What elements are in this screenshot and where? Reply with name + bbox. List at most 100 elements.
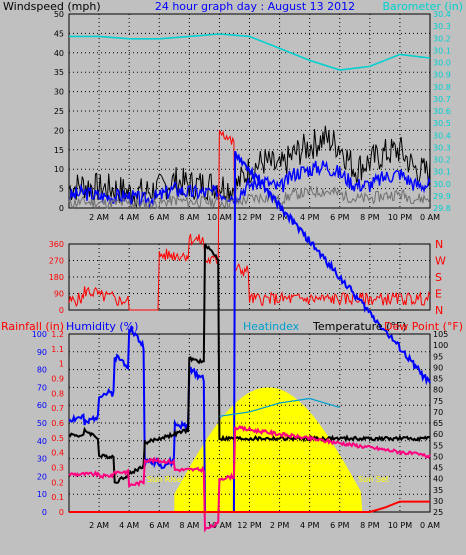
sunset-label: Sun Set: [358, 475, 389, 484]
wind-tick-label: 45: [54, 29, 64, 38]
rain-tick-label: 0.9: [51, 375, 64, 384]
barometer-line: [69, 33, 431, 71]
direction-tick-label: 270: [49, 257, 64, 266]
chart-title: 24 hour graph day : August 13 2012: [155, 0, 355, 13]
x-tick-label: 4 PM: [300, 213, 319, 222]
x-tick-label: 10 AM: [207, 521, 232, 530]
temp-tick-label: 45: [433, 464, 443, 473]
rain-tick-label: 0.5: [51, 434, 64, 443]
humidity-tick-label: 50: [37, 419, 47, 428]
wind-direction-line: [68, 129, 431, 311]
rain-tick-label: 0.4: [51, 449, 64, 458]
barometer-axis-title: Barometer (in): [383, 0, 464, 13]
temp-tick-label: 65: [433, 419, 443, 428]
temp-tick-label: 30: [433, 497, 443, 506]
wind-tick-label: 25: [54, 107, 64, 116]
barometer-tick-label: 30.0: [433, 59, 451, 68]
rainfall-axis-title: Rainfall (in): [1, 320, 64, 333]
rain-tick-label: 0.2: [51, 478, 64, 487]
rainfall-line: [69, 500, 430, 513]
wind-tick-label: 10: [54, 165, 64, 174]
rain-tick-label: 0.1: [51, 493, 64, 502]
barometer-tick-label: 30.1: [433, 168, 451, 177]
temp-tick-label: 25: [433, 508, 443, 517]
compass-label: N: [435, 304, 443, 317]
temp-tick-label: 55: [433, 441, 443, 450]
x-tick-label: 6 AM: [149, 521, 169, 530]
windspeed-line: [68, 160, 431, 209]
wind-tick-label: 20: [54, 126, 64, 135]
temp-tick-label: 90: [433, 363, 443, 372]
wind-tick-label: 0: [59, 204, 64, 213]
direction-tick-label: 360: [49, 240, 64, 249]
barometer-tick-label: 29.9: [433, 192, 451, 201]
x-tick-label: 10 AM: [207, 213, 232, 222]
temp-tick-label: 50: [433, 452, 443, 461]
x-tick-label: 10 PM: [388, 521, 413, 530]
humidity-tick-label: 80: [37, 366, 47, 375]
rain-tick-label: 0.8: [51, 389, 64, 398]
temp-tick-label: 100: [433, 341, 448, 350]
barometer-tick-label: 30.2: [433, 156, 451, 165]
gust-line: [68, 125, 431, 208]
temp-tick-label: 95: [433, 352, 443, 361]
rain-tick-label: 0: [59, 508, 64, 517]
heatindex-axis-title: Heatindex: [243, 320, 300, 333]
humidity-tick-label: 30: [37, 455, 47, 464]
barometer-tick-label: 30.3: [433, 143, 451, 152]
rain-tick-label: 1.2: [51, 330, 64, 339]
rain-tick-label: 1: [59, 360, 64, 369]
compass-label: W: [435, 255, 446, 268]
wind-axis-title: Windspeed (mph): [3, 0, 101, 13]
humidity-line: [68, 150, 431, 513]
compass-label: N: [435, 238, 443, 251]
direction-tick-label: 90: [54, 290, 64, 299]
direction-tick-label: 180: [49, 273, 64, 282]
x-tick-label: 6 AM: [149, 213, 169, 222]
compass-label: E: [435, 288, 442, 301]
wind-tick-label: 35: [54, 68, 64, 77]
x-tick-label: 12 PM: [237, 521, 262, 530]
x-tick-label: 6 PM: [330, 521, 349, 530]
rain-tick-label: 1.1: [51, 345, 64, 354]
wind-tick-label: 5: [59, 185, 64, 194]
direction-tick-label: 0: [59, 306, 64, 315]
wind-min-line: [68, 185, 431, 210]
x-tick-label: 4 PM: [300, 521, 319, 530]
dewpoint-line: [68, 424, 431, 533]
temp-tick-label: 35: [433, 486, 443, 495]
wind-tick-label: 40: [54, 49, 64, 58]
humidity-tick-label: 10: [37, 490, 47, 499]
sunlight-area: [174, 387, 363, 512]
x-tick-label: 8 AM: [179, 521, 199, 530]
barometer-tick-label: 30.5: [433, 119, 451, 128]
barometer-tick-label: 29.8: [433, 204, 451, 213]
temp-tick-label: 40: [433, 475, 443, 484]
humidity-tick-label: 70: [37, 383, 47, 392]
x-tick-label: 2 AM: [89, 521, 109, 530]
x-tick-label: 8 PM: [360, 213, 379, 222]
rain-tick-label: 0.7: [51, 404, 64, 413]
x-tick-label: 2 PM: [270, 213, 289, 222]
barometer-tick-label: 30.1: [433, 46, 451, 55]
wind-tick-label: 50: [54, 10, 64, 19]
barometer-tick-label: 30.9: [433, 71, 451, 80]
x-tick-label: 4 AM: [119, 213, 139, 222]
humidity-axis-title: Humidity (%): [66, 320, 138, 333]
barometer-tick-label: 30.4: [433, 10, 451, 19]
wind-tick-label: 30: [54, 88, 64, 97]
temp-tick-label: 105: [433, 330, 448, 339]
x-tick-label: 4 AM: [119, 521, 139, 530]
barometer-tick-label: 30.0: [433, 180, 451, 189]
humidity-tick-label: 40: [37, 437, 47, 446]
temp-tick-label: 85: [433, 375, 443, 384]
barometer-tick-label: 30.7: [433, 95, 451, 104]
temp-tick-label: 60: [433, 430, 443, 439]
temperature-axis-title: Temperature (°F): [312, 320, 407, 333]
temp-tick-label: 70: [433, 408, 443, 417]
humidity-tick-label: 100: [32, 330, 47, 339]
sunrise-label: Sun Rise: [147, 475, 182, 484]
heatindex-line: [219, 397, 340, 417]
x-tick-label: 2 PM: [270, 521, 289, 530]
